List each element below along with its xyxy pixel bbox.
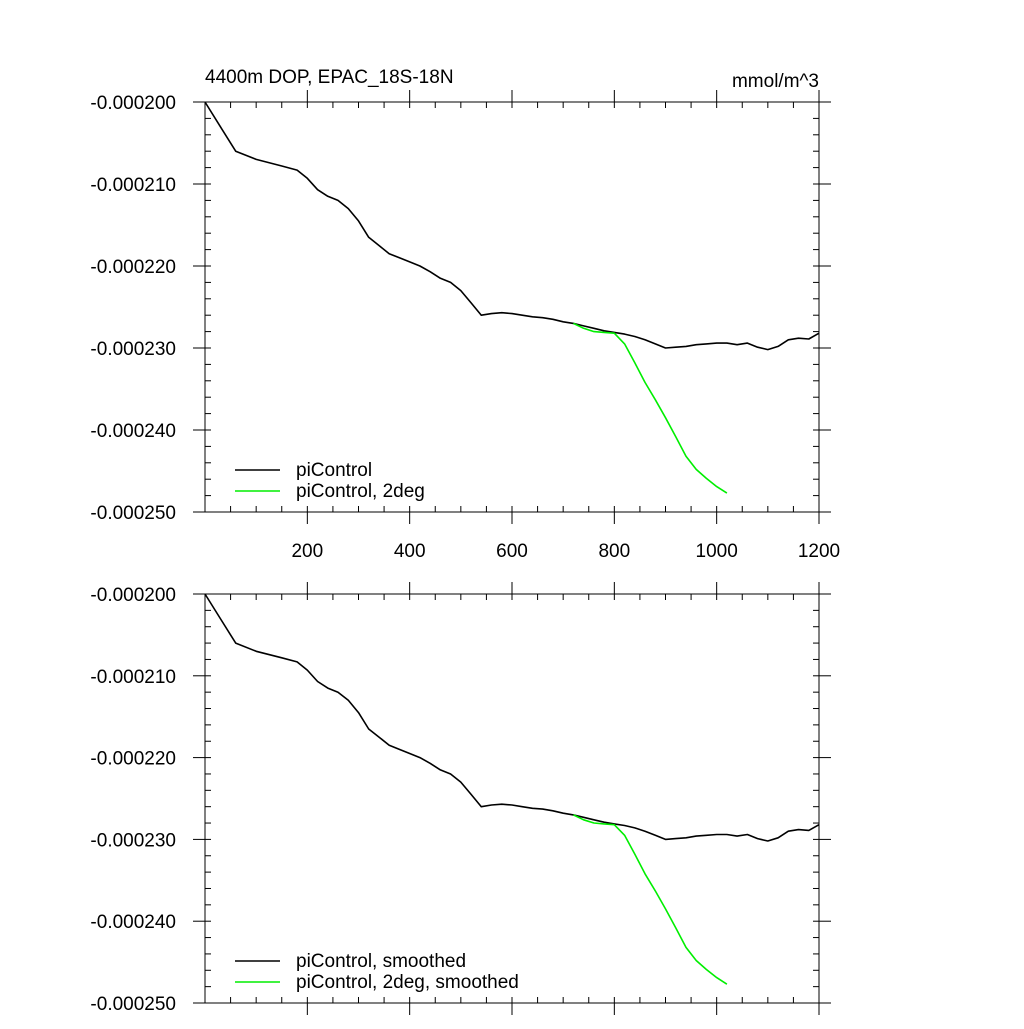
legend-label: piControl: [296, 460, 372, 481]
y-tick-label: -0.000220: [90, 257, 176, 278]
legend-label: piControl, smoothed: [296, 951, 466, 972]
series-line-black: [204, 101, 820, 351]
x-tick-label: 1000: [696, 541, 738, 562]
plot-frame: [204, 593, 820, 1004]
y-tick-label: -0.000250: [90, 994, 176, 1015]
legend-label: piControl, 2deg: [296, 481, 425, 502]
y-tick-label: -0.000240: [90, 912, 176, 933]
series-line-black: [204, 593, 820, 842]
y-tick-label: -0.000230: [90, 830, 176, 851]
y-tick-label: -0.000220: [90, 749, 176, 770]
x-tick-label: 600: [496, 541, 528, 562]
series-line-green: [573, 322, 728, 494]
x-tick-label: 400: [394, 541, 426, 562]
y-tick-label: -0.000230: [90, 339, 176, 360]
y-tick-label: -0.000240: [90, 421, 176, 442]
plot-frame: [204, 101, 820, 513]
y-tick-label: -0.000210: [90, 175, 176, 196]
y-tick-label: -0.000200: [90, 585, 176, 606]
y-tick-label: -0.000210: [90, 667, 176, 688]
x-tick-label: 1200: [798, 541, 840, 562]
panel-1: -0.000200 -0.000210 -0.000220 -0.000230 -0.0…: [90, 67, 840, 562]
series-line-green: [573, 814, 728, 985]
chart-title: 4400m DOP, EPAC_18S-18N: [205, 67, 454, 88]
y-tick-label: -0.000250: [90, 503, 176, 524]
units-label: mmol/m^3: [732, 71, 819, 92]
legend-label: piControl, 2deg, smoothed: [296, 972, 519, 993]
panel-2: -0.000200 -0.000210 -0.000220 -0.000230 -0.0…: [90, 582, 831, 1015]
x-tick-label: 800: [598, 541, 630, 562]
x-tick-label: 200: [291, 541, 323, 562]
y-tick-label: -0.000200: [90, 93, 176, 114]
